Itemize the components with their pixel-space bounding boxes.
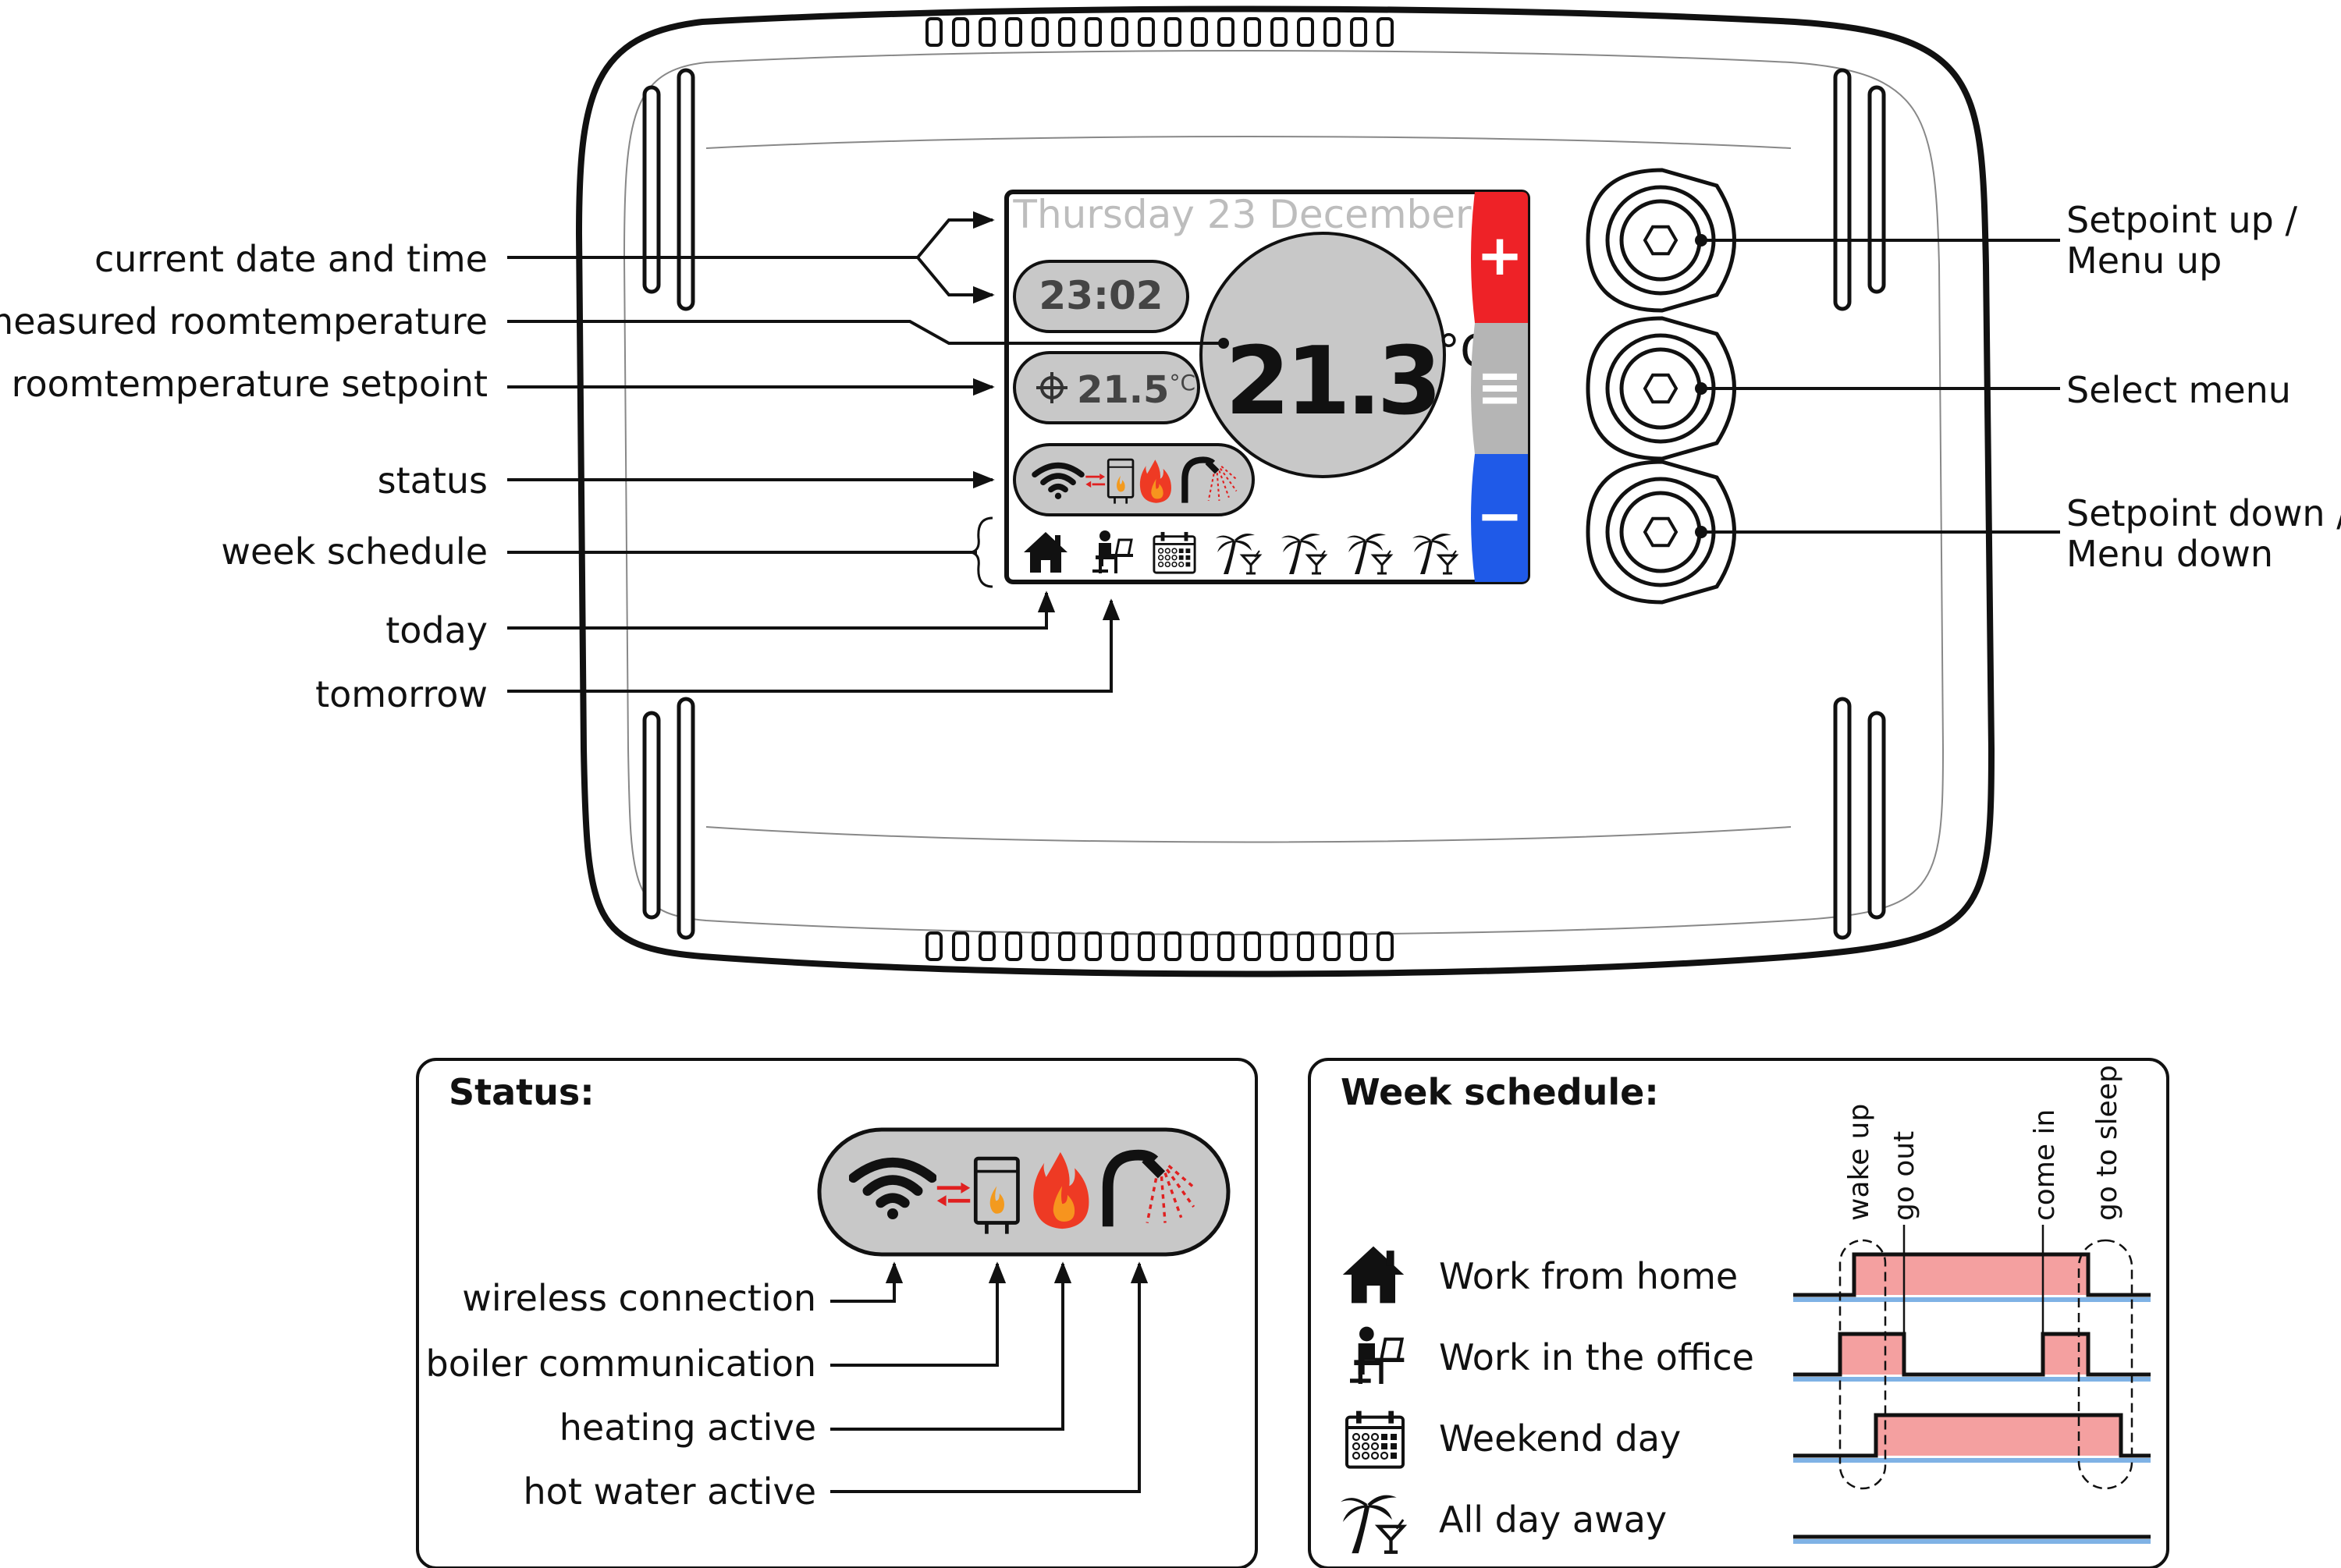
callout-today: today <box>385 609 488 651</box>
vent-slot <box>1032 17 1049 47</box>
plus-button[interactable] <box>1471 192 1528 323</box>
status-title: Status: <box>449 1071 595 1113</box>
row-label-work-office: Work in the office <box>1439 1336 1754 1378</box>
vent-slot <box>1085 931 1102 961</box>
callout-date-time: current date and time <box>94 238 488 280</box>
vent-slot <box>1377 17 1394 47</box>
callout-week-schedule: week schedule <box>221 530 488 573</box>
vent-slot <box>1005 931 1022 961</box>
vent-slot <box>925 931 943 961</box>
event-go-to-sleep: go to sleep <box>2091 1065 2123 1221</box>
callout-up-2: Menu up <box>2066 239 2222 282</box>
vent-slot <box>1058 17 1075 47</box>
vent-slot <box>1032 931 1049 961</box>
left-callouts: current date and time measured roomtempe… <box>0 211 1229 715</box>
row-label-away: All day away <box>1439 1499 1667 1541</box>
setpoint-pill <box>1013 351 1200 424</box>
callout-down-2: Menu down <box>2066 533 2273 575</box>
minus-symbol: − <box>1476 483 1523 548</box>
callout-setpoint: roomtemperature setpoint <box>12 363 488 405</box>
status-boiler: boiler communication <box>426 1343 816 1385</box>
callout-down-1: Setpoint down / <box>2066 492 2341 534</box>
vent-slot <box>952 17 969 47</box>
vent-slot <box>1138 17 1155 47</box>
event-wake-up: wake up <box>1843 1104 1875 1221</box>
row-label-work-home: Work from home <box>1439 1255 1738 1297</box>
vent-slot <box>1217 17 1234 47</box>
vent-slot <box>1350 931 1367 961</box>
schedule-timeline <box>1793 1534 2151 1544</box>
vent-slot <box>1377 931 1394 961</box>
right-callouts: Setpoint up / Menu up Select menu Setpoi… <box>1695 199 2341 575</box>
vent-slot <box>1164 17 1181 47</box>
measured-value: 21.3 <box>1225 328 1437 436</box>
minus-button[interactable] <box>1471 454 1528 582</box>
callout-up-1: Setpoint up / <box>2066 199 2297 241</box>
event-go-out: go out <box>1888 1131 1920 1221</box>
vent-slot <box>1244 931 1261 961</box>
callout-measured: measured roomtemperature <box>0 300 488 342</box>
vent-slot <box>1138 931 1155 961</box>
vent-slot <box>1191 17 1208 47</box>
vent-slot <box>1244 17 1261 47</box>
vent-slot <box>1297 17 1314 47</box>
row-label-weekend: Weekend day <box>1439 1417 1681 1460</box>
screen-date: Thursday 23 December <box>1012 192 1472 237</box>
callout-tomorrow: tomorrow <box>315 673 488 715</box>
vent-slot <box>1217 931 1234 961</box>
measured-temp-circle <box>1199 232 1446 478</box>
setpoint-unit: °C <box>1169 370 1195 396</box>
vent-slot <box>925 17 943 47</box>
vent-slot <box>952 931 969 961</box>
lcd-screen: Thursday 23 December 23:02 21.5°C 21.3 °C… <box>1004 190 1530 584</box>
menu-button[interactable] <box>1471 323 1528 454</box>
schedule-timeline <box>1793 1413 2151 1463</box>
event-come-in: come in <box>2029 1109 2061 1221</box>
schedule-timeline <box>1793 1252 2151 1302</box>
setpoint-down-button[interactable] <box>1586 459 1736 605</box>
vent-slot <box>1297 931 1314 961</box>
status-panel: Status: wireless connection boiler commu… <box>416 1058 1258 1568</box>
schedule-panel: Week schedule: wake up go out come in go… <box>1308 1058 2169 1568</box>
vent-slot <box>979 931 996 961</box>
svg-text:21.5°C: 21.5°C <box>1077 368 1195 412</box>
vent-slot <box>1270 17 1288 47</box>
vent-slot <box>1323 931 1341 961</box>
screen-time: 23:02 <box>1039 273 1163 318</box>
vent-slot <box>1058 931 1075 961</box>
setpoint-value: 21.5 <box>1077 368 1169 412</box>
vent-slot <box>1350 17 1367 47</box>
hardware-buttons <box>1586 168 1736 605</box>
vent-slot <box>1111 931 1128 961</box>
schedule-title: Week schedule: <box>1341 1071 1659 1113</box>
select-menu-button[interactable] <box>1586 316 1736 461</box>
vent-slot <box>1270 931 1288 961</box>
time-pill <box>1013 260 1189 333</box>
status-wireless: wireless connection <box>462 1277 816 1319</box>
status-heating: heating active <box>559 1407 816 1449</box>
target-icon <box>1036 372 1067 403</box>
vent-slot <box>1164 931 1181 961</box>
plus-symbol: + <box>1476 222 1523 288</box>
vent-slot <box>1323 17 1341 47</box>
vent-slot <box>1085 17 1102 47</box>
menu-symbol: ≡ <box>1477 355 1523 419</box>
vent-slot <box>1005 17 1022 47</box>
vent-slot <box>1191 931 1208 961</box>
callout-status: status <box>378 459 488 502</box>
vent-slot <box>1111 17 1128 47</box>
callout-select: Select menu <box>2066 369 2291 411</box>
status-pill-large <box>817 1127 1231 1257</box>
vent-slot <box>979 17 996 47</box>
status-hot-water: hot water active <box>524 1470 816 1513</box>
